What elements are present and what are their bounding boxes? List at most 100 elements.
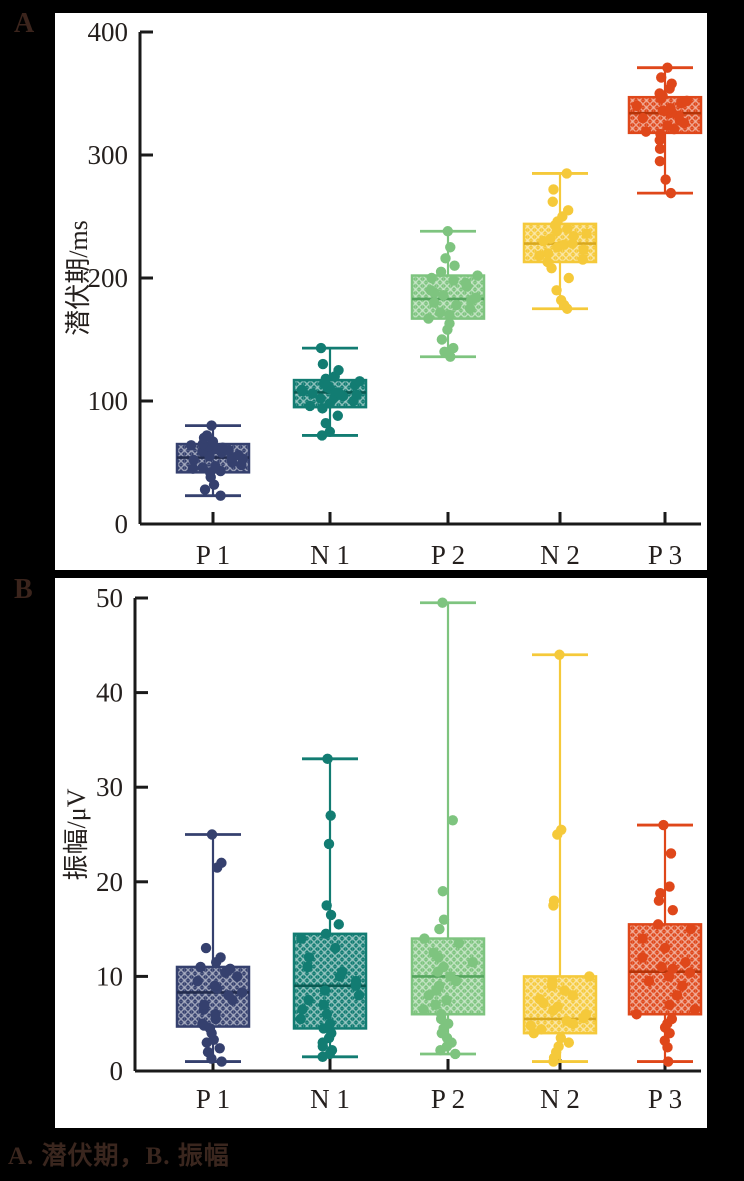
data-point — [637, 952, 648, 963]
data-point — [215, 952, 226, 963]
box-group-N2 — [522, 168, 598, 314]
data-point — [438, 290, 449, 301]
data-point — [662, 1056, 674, 1067]
data-point — [200, 942, 212, 954]
data-point — [324, 426, 336, 437]
x-category-label: P 1 — [196, 540, 230, 570]
data-point — [435, 307, 446, 318]
data-point — [548, 184, 559, 195]
data-point — [337, 966, 348, 977]
data-point — [448, 275, 459, 286]
data-point — [202, 1046, 214, 1058]
data-point — [656, 72, 667, 83]
data-point — [217, 442, 228, 453]
y-tick-label: 20 — [96, 867, 123, 897]
data-point — [472, 270, 483, 281]
x-axis: P 1 N 1 P 2 N 2 P 3 — [140, 512, 701, 570]
data-point — [206, 829, 218, 840]
data-point — [187, 463, 199, 474]
data-point — [214, 1043, 225, 1054]
data-point — [467, 957, 479, 968]
data-point — [654, 143, 666, 155]
y-tick-label: 40 — [96, 678, 123, 708]
y-axis-title: 潜伏期/ms — [64, 220, 93, 336]
data-point — [659, 942, 671, 954]
data-point — [448, 342, 459, 354]
data-point — [464, 303, 476, 314]
data-point — [419, 933, 430, 944]
data-point — [453, 938, 465, 949]
data-point — [684, 967, 696, 978]
data-point — [547, 975, 558, 987]
data-point — [681, 95, 693, 107]
data-point — [643, 975, 655, 987]
data-point — [671, 990, 683, 1001]
x-category-label: P 1 — [196, 1084, 230, 1114]
data-point — [319, 985, 331, 996]
data-point — [552, 1001, 563, 1012]
x-category-label: P 2 — [431, 540, 465, 570]
data-point — [185, 440, 197, 451]
data-point — [665, 103, 676, 114]
data-point — [555, 1032, 567, 1044]
data-point — [315, 342, 327, 354]
data-point — [655, 887, 666, 899]
panel-b: 0 10 20 30 40 50 振幅/μV P 1 N 1 P 2 N 2 P 3 — [55, 578, 707, 1128]
panel-a: 0 100 200 300 400 潜伏期/ms P 1 N 1 P 2 N 2 P 3 — [55, 13, 707, 570]
data-point — [317, 358, 329, 370]
data-point — [318, 999, 329, 1010]
data-point — [662, 120, 673, 131]
data-point — [658, 819, 669, 831]
data-point — [433, 980, 445, 992]
data-point — [449, 260, 460, 271]
data-point — [216, 857, 227, 869]
data-point — [640, 126, 652, 137]
y-tick-label: 0 — [110, 1056, 124, 1086]
data-point — [547, 196, 558, 207]
data-point — [665, 187, 677, 199]
data-point — [659, 1035, 670, 1046]
data-point — [652, 919, 664, 930]
data-point — [304, 400, 316, 412]
data-point — [439, 346, 450, 357]
data-point — [445, 971, 456, 982]
data-point — [321, 1009, 333, 1020]
data-point — [654, 155, 666, 167]
data-point — [578, 244, 589, 255]
box-group-P2 — [410, 226, 486, 362]
data-point — [534, 250, 545, 262]
data-point — [631, 100, 642, 112]
data-point — [303, 994, 314, 1006]
data-point — [559, 985, 570, 996]
data-point — [201, 430, 213, 441]
data-point — [325, 810, 336, 821]
data-point — [536, 1024, 547, 1035]
data-point — [556, 824, 567, 835]
data-point — [567, 990, 578, 1001]
data-point — [561, 1015, 572, 1027]
data-point — [428, 947, 439, 958]
data-point — [667, 963, 678, 975]
panel-b-label: B — [14, 574, 33, 605]
latency-boxplot-chart: 0 100 200 300 400 潜伏期/ms P 1 N 1 P 2 N 2 P 3 — [64, 17, 703, 570]
data-point — [435, 266, 447, 278]
data-point — [351, 389, 362, 401]
amplitude-boxplot-chart: 0 10 20 30 40 50 振幅/μV P 1 N 1 P 2 N 2 P 3 — [62, 583, 703, 1114]
data-point — [423, 990, 434, 1001]
data-point — [296, 933, 307, 944]
data-point — [561, 168, 572, 179]
data-point — [444, 309, 455, 321]
data-point — [664, 881, 675, 892]
data-point — [192, 975, 203, 987]
data-point — [677, 980, 688, 992]
y-tick-label: 100 — [88, 386, 129, 416]
figure-caption: A. 潜伏期，B. 振幅 — [8, 1143, 230, 1170]
data-point — [418, 1004, 429, 1015]
data-point — [426, 272, 437, 284]
y-axis-title: 振幅/μV — [62, 788, 91, 880]
data-point — [425, 285, 436, 296]
box-group-P3 — [627, 819, 703, 1067]
data-point — [460, 277, 472, 289]
data-point — [577, 254, 588, 265]
